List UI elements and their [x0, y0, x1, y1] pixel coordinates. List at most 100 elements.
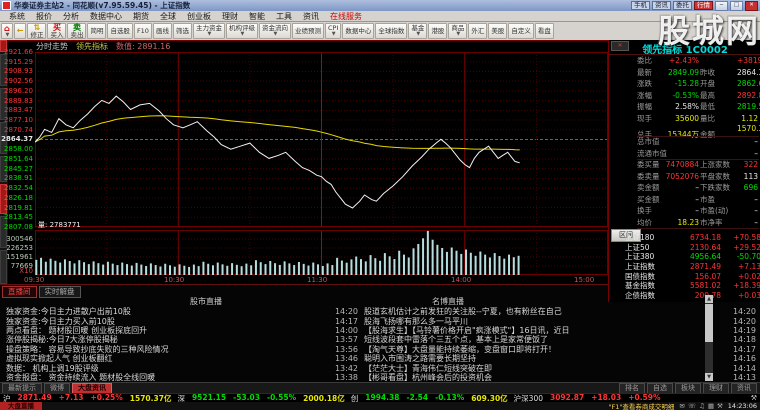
menu-item-工具[interactable]: 工具 [276, 11, 292, 21]
news-item[interactable]: 操盘策略： 容易导致抄底失败的三种风险情况 13:56 [6, 345, 358, 354]
news-item[interactable]: 【股海求生】【马铃薯价格开启"疯涨模式"】16日讯，近日 14:19 [364, 326, 756, 335]
news-item[interactable]: 资金报盘： 资金持续流入 题材股全线回暖 13:38 [6, 373, 358, 382]
bottom-tab-资讯[interactable]: 资讯 [731, 382, 757, 394]
maximize-button[interactable]: □ [730, 0, 743, 11]
toolbar-button-funds[interactable]: 基金 ▼ [408, 23, 428, 39]
wrench-icon[interactable]: ⚒ [750, 394, 757, 402]
panel-close-icon[interactable]: ✕ [611, 41, 629, 51]
scroll-down-icon[interactable]: ▼ [705, 373, 713, 381]
news-item[interactable]: 独家资金:今日主力买入前10股 14:17 [6, 316, 358, 326]
news-item[interactable]: 数据： 机构上调19股评级 13:42 [6, 363, 358, 373]
toolbar-button-screener[interactable]: 筛选 [172, 23, 192, 39]
titlebar-chip-1[interactable]: 资讯 [652, 1, 671, 10]
menu-item-报价[interactable]: 报价 [36, 11, 52, 21]
news-text: 两点看盘： 题材股回暖 创业板探底回升 [6, 325, 148, 335]
news-item[interactable]: 股道玄机估计之前发狂的关注股--宁夏，也有粉丝在自己 14:20 [364, 307, 756, 316]
toolbar-button-earnings-forecast[interactable]: 业绩预测 [291, 23, 324, 39]
price-tick: 2826.18 [4, 193, 33, 202]
menu-item-创业板[interactable]: 创业板 [187, 11, 211, 21]
index-row-基金指数[interactable]: 基金指数 5581.02 +18.39 [625, 280, 760, 290]
toolbar-button-us-stocks[interactable]: 美股 [488, 23, 508, 39]
news-tab-直播间[interactable]: 直播间 [2, 286, 37, 298]
range-button[interactable]: 区间 [611, 229, 641, 242]
toolbar-button-buy[interactable]: 买买入 [47, 23, 67, 39]
toolbar-button-cpi[interactable]: CPI ▼ [324, 23, 342, 39]
titlebar-chip-2[interactable]: 委托 [673, 1, 692, 10]
scrollbar-thumb[interactable] [705, 304, 713, 342]
status-icon-2[interactable]: ♫ [698, 402, 705, 410]
index-row-上证指数[interactable]: 上证指数 2871.49 +7.13 [625, 261, 760, 271]
bottom-tab-板块[interactable]: 板块 [675, 382, 701, 394]
strip-tab-5[interactable] [0, 184, 7, 214]
menu-item-系统[interactable]: 系统 [9, 11, 25, 21]
news-item[interactable]: 两点看盘： 题材股回暖 创业板探底回升 14:00 [6, 326, 358, 335]
toolbar-button-commodity[interactable]: 商品 ▼ [448, 23, 468, 39]
strip-tab-1[interactable] [0, 54, 7, 86]
toolbar-button-data-center[interactable]: 数据中心 [342, 23, 375, 39]
toolbar: ⌂ ▼ ← ⇅ 修正买买入卖卖出 简明 自选股 F10 画线 筛选 主力资金 ▼ 机构评级 ▼ 资金流向 ▼ 业… [0, 22, 760, 40]
toolbar-button-adjust[interactable]: ⇅ 修正 [27, 23, 47, 39]
status-icon-3[interactable]: ▦ [707, 402, 714, 410]
strip-tab-6[interactable] [0, 216, 7, 248]
news-item[interactable]: 【淘气天尊】大盘量能持续萎缩，变盘窗口即将打开！ 14:17 [364, 345, 756, 354]
strip-tab-4[interactable] [0, 156, 7, 182]
strip-tab-7[interactable] [0, 250, 7, 284]
toolbar-button-global-index[interactable]: 全球指数 [375, 23, 408, 39]
intraday-chart[interactable] [35, 52, 608, 276]
minimize-button[interactable]: ─ [715, 0, 728, 11]
menu-item-数据中心[interactable]: 数据中心 [90, 11, 122, 21]
menu-item-分析[interactable]: 分析 [63, 11, 79, 21]
price-tick: 2838.91 [4, 174, 33, 183]
strip-tab-2[interactable] [0, 88, 7, 120]
news-item[interactable]: 虚拟现实掀起人气 创业板翻红 13:46 [6, 354, 358, 363]
toolbar-button-home[interactable]: ⌂ ▼ [1, 23, 13, 39]
news-item[interactable]: 独家资金:今日主力进散户出前10股 14:20 [6, 307, 358, 316]
toolbar-button-broker-rating[interactable]: 机构评级 ▼ [225, 23, 258, 39]
strip-tab-3[interactable] [0, 122, 7, 154]
toolbar-button-hk-stocks[interactable]: 港股 [428, 23, 448, 39]
status-icon-1[interactable]: ☏ [687, 402, 696, 410]
toolbar-button-brief[interactable]: 简明 [87, 23, 107, 39]
toolbar-button-back[interactable]: ← [13, 23, 27, 39]
toolbar-button-customize[interactable]: 自定义 [508, 23, 534, 39]
bottom-tab-理财[interactable]: 理财 [703, 382, 729, 394]
menu-item-智能[interactable]: 智能 [249, 11, 265, 21]
news-item[interactable]: 聪明入市围涛之路需要长期坚持 14:16 [364, 354, 756, 363]
status-icon-0[interactable]: ✉ [679, 402, 685, 410]
menu-item-资讯[interactable]: 资讯 [303, 11, 319, 21]
titlebar-chip-0[interactable]: 手机 [631, 1, 650, 10]
scroll-up-icon[interactable]: ▲ [705, 295, 713, 303]
news-item[interactable]: 【彬哥看盘】杭州峰会后的投资机会 14:13 [364, 373, 756, 382]
menu-item-全球[interactable]: 全球 [160, 11, 176, 21]
index-row-国债指数[interactable]: 国债指数 156.07 +0.02 [625, 271, 760, 281]
index-row-企债指数[interactable]: 企债指数 200.78 +0.03 [625, 290, 760, 300]
live-tab[interactable]: 大盘直播 [0, 402, 42, 410]
news-item[interactable]: 短线波段套中雷落个三五个点，基本上是家常便饭了 14:18 [364, 335, 756, 344]
close-button[interactable]: ✕ [745, 0, 758, 11]
news-scrollbar[interactable]: ▲ ▼ [705, 295, 713, 381]
toolbar-button-fund-flow[interactable]: 资金流向 ▼ [258, 23, 291, 39]
news-tab-实时解盘[interactable]: 实时解盘 [38, 286, 81, 298]
market-segment-沪: 沪 2871.49 +7.13 +0.25% 1570.37亿 [3, 393, 171, 404]
toolbar-button-sell[interactable]: 卖卖出 [67, 23, 87, 39]
news-item[interactable]: 涨停股揭秘:今日7大涨停股揭秘 13:57 [6, 335, 358, 344]
toolbar-button-watch-market[interactable]: 看盘 [534, 23, 554, 39]
toolbar-button-draw-line[interactable]: 画线 [152, 23, 172, 39]
news-item[interactable]: 股海飞扬哪有那么多一马平川 14:20 [364, 316, 756, 326]
menu-item-理财[interactable]: 理财 [222, 11, 238, 21]
index-row-上证50[interactable]: 上证50 2130.64 +29.52 [625, 242, 760, 252]
index-row-上证180[interactable]: 上证180 6734.18 +70.58 [625, 232, 760, 242]
toolbar-button-f10[interactable]: F10 [133, 23, 152, 39]
menu-item-期货[interactable]: 期货 [133, 11, 149, 21]
index-row-上证380[interactable]: 上证380 4956.64 -50.70 [625, 251, 760, 261]
strip-tab-0[interactable] [0, 40, 7, 52]
news-time: 13:57 [334, 335, 358, 345]
news-item[interactable]: 【茫茫大士】青海伟仁短线突破在即 14:14 [364, 363, 756, 373]
toolbar-button-forex[interactable]: 外汇 [468, 23, 488, 39]
price-tick: 2819.81 [4, 203, 33, 212]
menu-item-在线服务[interactable]: 在线服务 [330, 11, 362, 21]
status-icon-4[interactable]: ⚒ [716, 402, 723, 410]
titlebar-chip-3[interactable]: 行情 [694, 1, 713, 10]
toolbar-button-watchlist[interactable]: 自选股 [107, 23, 133, 39]
toolbar-button-main-funds[interactable]: 主力资金 ▼ [192, 23, 225, 39]
